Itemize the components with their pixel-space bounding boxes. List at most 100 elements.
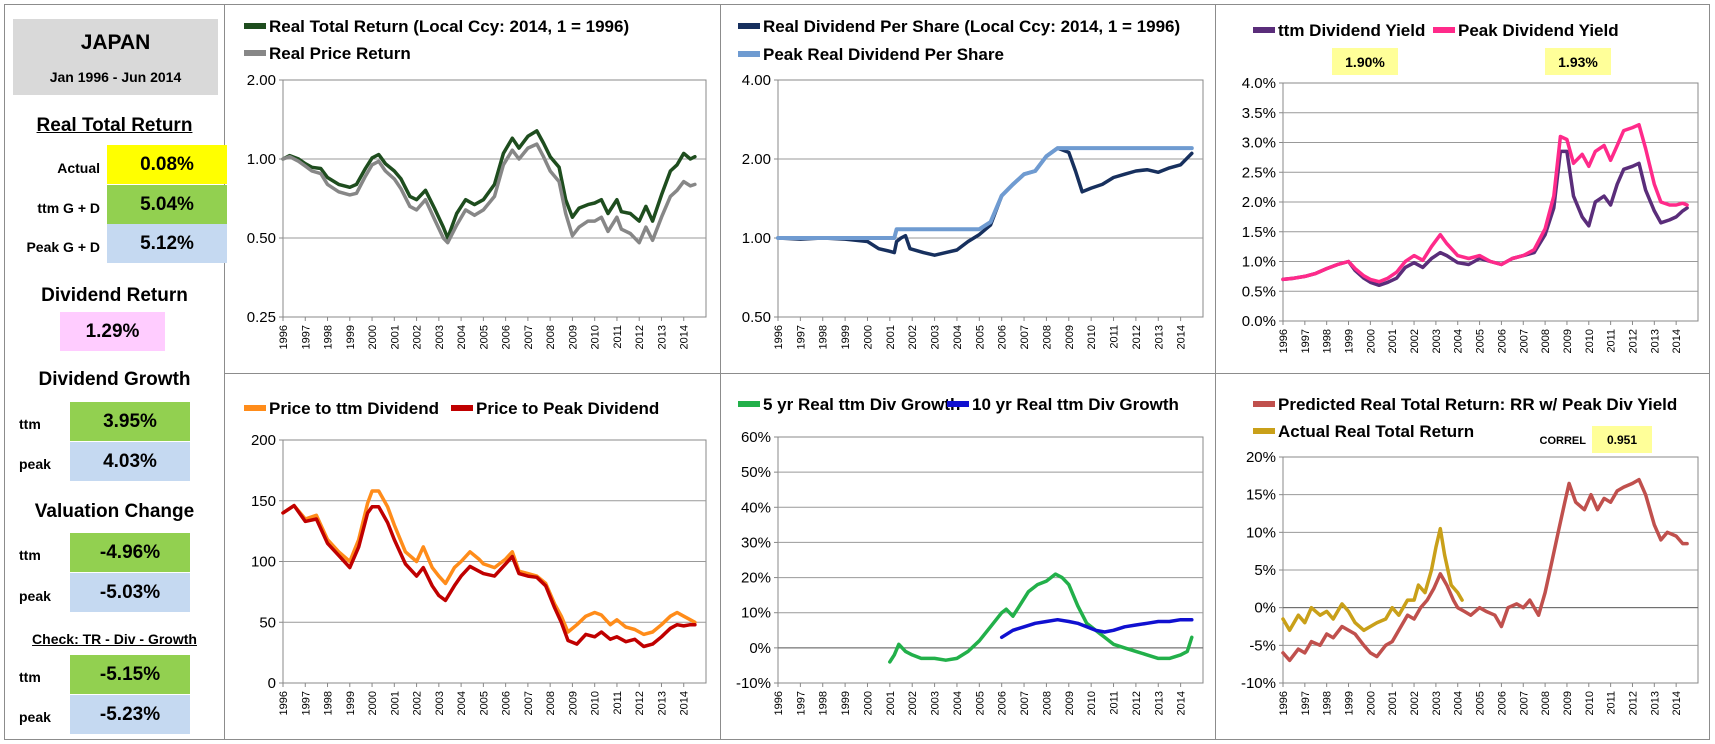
x-tick-label: 2012: [1627, 691, 1639, 715]
x-tick-label: 2012: [634, 325, 646, 349]
check-ttm-label: ttm: [19, 669, 41, 685]
vc-peak-value: -5.03%: [70, 573, 190, 612]
series-line-5-yr-real-ttm-div-growth: [888, 572, 1194, 664]
series-line-price-to-ttm-dividend: [281, 489, 697, 637]
x-tick-label: 2011: [1606, 691, 1618, 715]
y-tick-label: 50: [259, 614, 276, 631]
rtr-actual-value: 0.08%: [107, 145, 227, 184]
x-tick-label: 2005: [1475, 691, 1487, 715]
x-tick-label: 2006: [1496, 691, 1508, 715]
x-tick-label: 2001: [1387, 691, 1399, 715]
summary-sidebar: JAPAN Jan 1996 - Jun 2014 Real Total Ret…: [5, 5, 227, 739]
y-tick-label: 2.5%: [1242, 164, 1276, 181]
x-tick-label: 2003: [930, 691, 942, 715]
x-tick-label: 1997: [1300, 329, 1312, 353]
x-tick-label: 2014: [1671, 329, 1683, 353]
x-tick-label: 2009: [567, 691, 579, 715]
value-badge-label: 1.90%: [1345, 54, 1385, 70]
x-tick-label: 2005: [974, 691, 986, 715]
x-tick-label: 2013: [1649, 691, 1661, 715]
y-tick-label: 10%: [741, 605, 771, 622]
x-tick-label: 2014: [1176, 691, 1188, 715]
x-tick-label: 2000: [1365, 691, 1377, 715]
x-tick-label: 2006: [997, 691, 1009, 715]
series-line-real-price-return: [281, 142, 697, 245]
value-badge: [1545, 48, 1611, 75]
x-tick-label: 2010: [1086, 325, 1098, 349]
rtr-ttm-value: 5.04%: [107, 185, 227, 224]
y-tick-label: -5%: [1249, 637, 1276, 654]
rtr-actual-label: Actual: [57, 160, 100, 176]
x-tick-label: 2011: [1109, 691, 1121, 715]
real-total-return-title: Real Total Return: [36, 115, 193, 136]
dividend-return-value: 1.29%: [60, 312, 165, 351]
x-tick-label: 2007: [1019, 691, 1031, 715]
legend-label: Price to ttm Dividend: [269, 399, 439, 418]
legend-label: Peak Real Dividend Per Share: [763, 45, 1004, 64]
x-tick-label: 1998: [818, 691, 830, 715]
x-tick-label: 1998: [323, 325, 335, 349]
x-tick-label: 2010: [590, 325, 602, 349]
correl-badge: [1592, 426, 1652, 453]
y-tick-label: 1.5%: [1242, 224, 1276, 241]
x-tick-label: 2010: [1584, 329, 1596, 353]
y-tick-label: 0.5%: [1242, 283, 1276, 300]
x-tick-label: 2004: [456, 325, 468, 349]
plot-area: [282, 79, 707, 318]
vc-ttm-label: ttm: [19, 547, 41, 563]
x-tick-label: 2003: [434, 691, 446, 715]
legend-label: Real Price Return: [269, 44, 411, 63]
legend-label: ttm Dividend Yield: [1278, 21, 1425, 40]
legend-label: Actual Real Total Return: [1278, 422, 1474, 441]
y-tick-label: 3.0%: [1242, 135, 1276, 152]
x-tick-label: 2013: [1153, 691, 1165, 715]
x-tick-label: 2002: [412, 325, 424, 349]
dashboard-frame: [4, 4, 1710, 740]
x-tick-label: 1997: [300, 691, 312, 715]
x-tick-label: 2009: [1562, 691, 1574, 715]
x-tick-label: 2011: [1109, 325, 1121, 349]
y-tick-label: 60%: [741, 429, 771, 446]
period-range: Jan 1996 - Jun 2014: [49, 69, 182, 85]
x-tick-label: 1996: [278, 691, 290, 715]
y-tick-label: 0%: [749, 640, 771, 657]
x-tick-label: 2001: [885, 691, 897, 715]
y-tick-label: 1.0%: [1242, 254, 1276, 271]
plot-area: [777, 79, 1204, 318]
y-tick-label: 30%: [741, 534, 771, 551]
x-tick-label: 1996: [278, 325, 290, 349]
legend-label: 10 yr Real ttm Div Growth: [972, 395, 1179, 414]
dividend-return-title: Dividend Return: [41, 285, 188, 306]
x-tick-label: 2014: [679, 691, 691, 715]
x-tick-label: 2010: [590, 691, 602, 715]
x-tick-label: 2004: [1453, 329, 1465, 353]
x-tick-label: 2014: [679, 325, 691, 349]
dg-peak-label: peak: [19, 456, 51, 472]
y-tick-label: 20%: [741, 570, 771, 587]
series-line-price-to-peak-dividend: [281, 503, 697, 649]
x-tick-label: 2006: [997, 325, 1009, 349]
check-ttm-value: -5.15%: [70, 655, 190, 694]
x-tick-label: 2006: [501, 325, 513, 349]
divider-horizontal: [224, 373, 1710, 374]
x-tick-label: 1997: [1300, 691, 1312, 715]
rtr-ttm-label: ttm G + D: [37, 200, 100, 216]
dividend-growth-title: Dividend Growth: [38, 369, 191, 390]
y-tick-label: 0.50: [247, 230, 276, 247]
x-tick-label: 2004: [456, 691, 468, 715]
x-tick-label: 2008: [1540, 691, 1552, 715]
y-tick-label: 1.00: [742, 230, 771, 247]
legend-label: Peak Dividend Yield: [1458, 21, 1619, 40]
y-tick-label: 200: [251, 432, 276, 449]
y-tick-label: -10%: [1241, 675, 1276, 692]
x-tick-label: 2012: [1627, 329, 1639, 353]
x-tick-label: 2007: [1518, 329, 1530, 353]
x-tick-label: 2013: [656, 325, 668, 349]
x-tick-label: 2000: [862, 691, 874, 715]
y-tick-label: 15%: [1246, 487, 1276, 504]
dg-ttm-value: 3.95%: [70, 402, 190, 441]
y-tick-label: 20%: [1246, 449, 1276, 466]
x-tick-label: 1997: [795, 691, 807, 715]
